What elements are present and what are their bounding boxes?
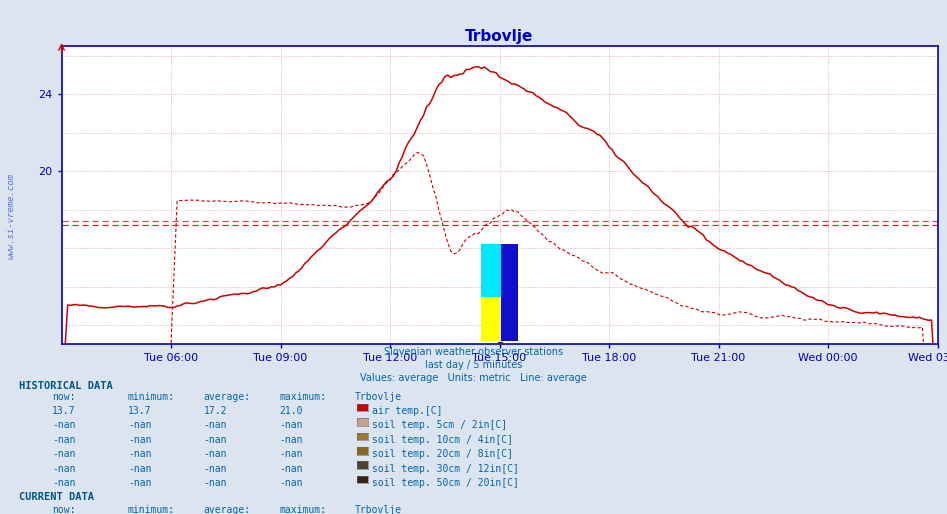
Title: Trbovlje: Trbovlje — [465, 29, 534, 44]
Text: -nan: -nan — [52, 464, 76, 473]
Text: 13.7: 13.7 — [52, 406, 76, 416]
Text: last day / 5 minutes: last day / 5 minutes — [425, 360, 522, 370]
Text: -nan: -nan — [128, 478, 152, 488]
Text: -nan: -nan — [279, 420, 303, 430]
Text: -nan: -nan — [279, 478, 303, 488]
Text: now:: now: — [52, 505, 76, 514]
Text: -nan: -nan — [52, 478, 76, 488]
Text: Trbovlje: Trbovlje — [355, 505, 402, 514]
Text: CURRENT DATA: CURRENT DATA — [19, 492, 94, 502]
Text: -nan: -nan — [128, 464, 152, 473]
Text: soil temp. 30cm / 12in[C]: soil temp. 30cm / 12in[C] — [372, 464, 519, 473]
Text: -nan: -nan — [279, 435, 303, 445]
Text: soil temp. 20cm / 8in[C]: soil temp. 20cm / 8in[C] — [372, 449, 513, 459]
Text: minimum:: minimum: — [128, 505, 175, 514]
Text: -nan: -nan — [279, 464, 303, 473]
Text: -nan: -nan — [279, 449, 303, 459]
Text: air temp.[C]: air temp.[C] — [372, 406, 442, 416]
Text: -nan: -nan — [204, 464, 227, 473]
Text: soil temp. 50cm / 20in[C]: soil temp. 50cm / 20in[C] — [372, 478, 519, 488]
Text: Values: average   Units: metric   Line: average: Values: average Units: metric Line: aver… — [360, 373, 587, 382]
Text: 17.2: 17.2 — [204, 406, 227, 416]
Text: -nan: -nan — [128, 449, 152, 459]
Bar — [501, 244, 518, 341]
Text: -nan: -nan — [128, 420, 152, 430]
Text: Slovenian weather observer stations: Slovenian weather observer stations — [384, 347, 563, 357]
Text: maximum:: maximum: — [279, 392, 327, 401]
Text: Trbovlje: Trbovlje — [355, 392, 402, 401]
Text: -nan: -nan — [52, 435, 76, 445]
Text: HISTORICAL DATA: HISTORICAL DATA — [19, 381, 113, 391]
Text: -nan: -nan — [204, 435, 227, 445]
Text: -nan: -nan — [52, 420, 76, 430]
Text: -nan: -nan — [52, 449, 76, 459]
Text: now:: now: — [52, 392, 76, 401]
Text: -nan: -nan — [204, 478, 227, 488]
Text: -nan: -nan — [204, 449, 227, 459]
Text: average:: average: — [204, 505, 251, 514]
Text: soil temp. 10cm / 4in[C]: soil temp. 10cm / 4in[C] — [372, 435, 513, 445]
Text: maximum:: maximum: — [279, 505, 327, 514]
Text: 21.0: 21.0 — [279, 406, 303, 416]
Text: -nan: -nan — [204, 420, 227, 430]
Text: www.si-vreme.com: www.si-vreme.com — [7, 173, 16, 259]
Text: average:: average: — [204, 392, 251, 401]
Text: minimum:: minimum: — [128, 392, 175, 401]
Text: soil temp. 5cm / 2in[C]: soil temp. 5cm / 2in[C] — [372, 420, 508, 430]
Text: -nan: -nan — [128, 435, 152, 445]
Text: 13.7: 13.7 — [128, 406, 152, 416]
Bar — [481, 288, 500, 341]
Bar — [481, 244, 503, 297]
